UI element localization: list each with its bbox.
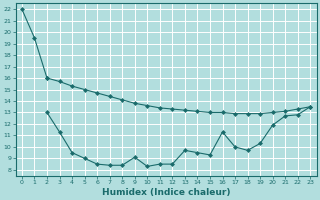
X-axis label: Humidex (Indice chaleur): Humidex (Indice chaleur)	[102, 188, 230, 197]
